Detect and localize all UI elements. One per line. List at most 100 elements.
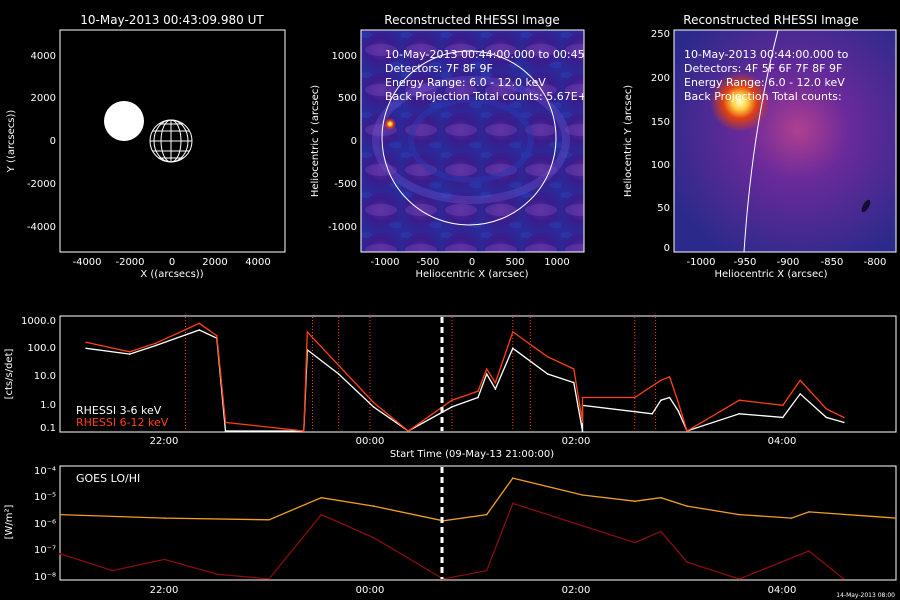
- rhessi-data-point: [825, 416, 828, 419]
- tick-label: -1000: [370, 257, 399, 268]
- tick-label: 0: [50, 136, 56, 147]
- panel-c-title: Reconstructed RHESSI Image: [683, 13, 858, 27]
- tick-label: -950: [734, 257, 757, 268]
- tick-label: 0: [351, 136, 357, 147]
- rhessi-data-point: [198, 329, 201, 331]
- panel-c-info-line: Back Projection Total counts:: [684, 90, 842, 103]
- solar-limb-zoom: [743, 30, 779, 252]
- goes-data-point: [268, 519, 270, 521]
- rhessi-data-point: [782, 416, 784, 419]
- goes-data-point: [512, 477, 514, 479]
- panel-c-frame: [673, 29, 897, 253]
- rhessi-data-point: [634, 396, 636, 399]
- panel-d-xticks: 22:00 00:00 02:00 04:00: [150, 436, 797, 447]
- rhessi-data-point: [573, 381, 575, 384]
- goes-data-point: [660, 530, 662, 533]
- panel-d-series: [85, 322, 845, 432]
- panel-d-xlabel: Start Time (09-May-13 21:00:00): [390, 449, 554, 460]
- tick-label: -2000: [115, 257, 144, 268]
- rhessi-data-point: [372, 406, 375, 408]
- panel-d-rhessi-lightcurve: 1000.0 100.0 10.0 1.0 0.1 22:00 00:00 02…: [4, 315, 897, 460]
- tick-label: 10⁻⁴: [34, 466, 56, 477]
- rhessi-data-point: [738, 413, 741, 415]
- panel-a-context-plot: 10-May-2013 00:43:09.980 UT -4000 -2000 …: [6, 13, 286, 280]
- panel-c-info-line: Detectors: 4F 5F 6F 7F 8F 9F: [684, 62, 842, 75]
- rhessi-data-point: [546, 356, 549, 358]
- rhessi-data-point: [224, 421, 227, 424]
- rhessi-data-point: [738, 399, 741, 402]
- rhessi-data-point: [581, 396, 584, 399]
- panel-c-yticks: 250 200 150 100 50 0: [651, 29, 670, 254]
- flag-lines: [184, 317, 657, 431]
- panel-d-yticks: 1000.0 100.0 10.0 1.0 0.1: [21, 316, 56, 434]
- tick-label: 1000: [544, 257, 569, 268]
- goes-data-point: [268, 578, 270, 580]
- rhessi-data-point: [485, 368, 488, 370]
- panel-b-image: [361, 30, 584, 252]
- tick-label: 10⁻⁵: [34, 492, 56, 503]
- rhessi-data-point: [128, 353, 131, 355]
- goes-data-point: [512, 502, 514, 505]
- tick-label: 1000.0: [21, 316, 56, 327]
- panel-c-info-line: 10-May-2013 00:44:00.000 to: [684, 48, 849, 61]
- goes-data-point: [163, 517, 166, 519]
- goes-data-point: [581, 494, 584, 496]
- tick-label: 150: [651, 117, 670, 128]
- rhessi-data-point: [224, 430, 227, 432]
- goes-data-point: [581, 524, 584, 527]
- rhessi-data-point: [306, 331, 309, 333]
- rhessi-data-point: [407, 430, 410, 432]
- rhessi-data-point: [85, 341, 87, 344]
- rhessi-data-point: [581, 430, 584, 432]
- rhessi-data-point: [512, 331, 514, 333]
- panel-b-info-line: Detectors: 7F 8F 9F: [385, 62, 493, 75]
- panel-d-frame: [59, 315, 897, 433]
- goes-data-point: [790, 517, 793, 519]
- panel-b-ylabel: Heliocentric Y (arcsec): [310, 85, 321, 197]
- rhessi-data-point: [799, 379, 801, 382]
- rhessi-data-point: [337, 373, 340, 375]
- goes-data-point: [59, 552, 61, 555]
- goes-data-point: [59, 513, 61, 516]
- goes-data-point: [372, 536, 375, 539]
- goes-data-point: [895, 517, 897, 519]
- rhessi-data-point: [677, 410, 680, 412]
- tick-label: -2000: [27, 179, 56, 190]
- panel-e-series: [59, 477, 897, 580]
- tick-label: 00:00: [356, 585, 385, 596]
- rhessi-data-point: [155, 342, 157, 345]
- rhessi-data-point: [155, 344, 157, 347]
- rhessi-data-point: [573, 368, 575, 370]
- rhessi-data-point: [825, 408, 828, 410]
- rhessi-data-point: [198, 322, 201, 325]
- rhessi-data-point: [843, 421, 845, 424]
- panel-e-yticks: 10⁻⁴ 10⁻⁵ 10⁻⁶ 10⁻⁷ 10⁻⁸: [34, 466, 56, 583]
- rhessi-data-point: [651, 413, 653, 415]
- tick-label: 4000: [31, 51, 56, 62]
- goes-data-point: [808, 550, 810, 552]
- rhessi-data-point: [494, 381, 497, 384]
- tick-label: -1000: [686, 257, 715, 268]
- panel-e-xticks: 22:00 00:00 02:00 04:00: [150, 585, 797, 596]
- solar-limb: [381, 50, 557, 226]
- tick-label: 02:00: [562, 585, 591, 596]
- tick-label: -800: [864, 257, 887, 268]
- goes-data-point: [686, 505, 688, 507]
- panel-c-ylabel: Heliocentric Y (arcsec): [623, 85, 634, 197]
- tick-label: 0: [169, 257, 175, 268]
- tick-label: 04:00: [768, 585, 797, 596]
- goes-data-point: [485, 513, 488, 516]
- rhessi-data-point: [799, 393, 801, 395]
- sun-disk: [104, 101, 144, 141]
- rhessi-data-point: [581, 421, 584, 424]
- panel-b-title: Reconstructed RHESSI Image: [384, 13, 559, 27]
- goes-data-point: [320, 496, 323, 499]
- goes-data-point: [320, 513, 323, 516]
- panel-c-info-line: Energy Range: 6.0 - 12.0 keV: [684, 76, 845, 89]
- goes-data-point: [686, 561, 688, 563]
- tick-label: 0.1: [40, 423, 56, 434]
- panel-b-info-line: 10-May-2013 00:44:00.000 to 00:45:00: [385, 48, 602, 61]
- panel-b-info-line: Energy Range: 6.0 - 12.0 keV: [385, 76, 546, 89]
- flare-source: [384, 118, 396, 130]
- tick-label: 0: [664, 243, 670, 254]
